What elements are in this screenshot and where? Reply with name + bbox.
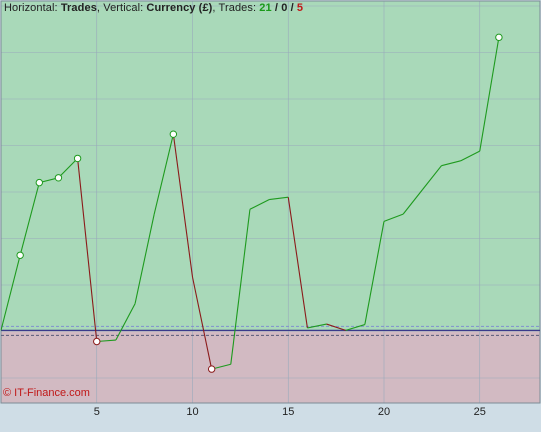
sep-1: / [274,2,279,14]
series-segment [19,182,40,256]
x-tick-label: 20 [377,406,391,418]
sep-2: / [290,2,294,14]
series-segment [460,150,480,162]
series-segment [402,189,423,215]
series-segment [345,324,366,331]
breakeven-count: 0 [281,2,288,14]
series-segment [287,197,308,329]
series-segment [441,160,461,167]
series-segment [191,276,213,370]
series-segment [307,323,327,329]
trades-label: Trades: [218,2,257,14]
trade-marker [495,33,503,42]
wins-count: 21 [259,2,272,14]
watermark: © IT-Finance.com [3,387,90,399]
vertical-value: Currency (£) [146,2,213,14]
series-segment [364,221,385,325]
series-segment [269,196,289,201]
series-segment [230,209,251,365]
x-tick-label: 10 [186,406,199,418]
trade-marker [93,337,101,346]
horizontal-label: Horizontal: [4,2,58,14]
losses-count: 5 [296,2,304,14]
series-segment [421,165,442,191]
series-segment [115,303,136,341]
x-tick-label: 25 [473,406,486,418]
loss-zone [1,330,540,403]
trade-marker [35,178,43,187]
series-segment [58,158,78,179]
trade-marker [16,251,24,259]
chart-header: Horizontal: Trades, Vertical: Currency (… [4,2,304,14]
grid-lines [0,0,541,404]
series-segment [172,134,194,278]
plot-border [0,0,541,404]
series-segment [0,255,21,331]
trade-marker [169,130,178,138]
zero-reference-lines [1,325,540,336]
trade-markers [16,33,503,373]
series-segment [77,158,98,342]
x-tick-label: 5 [93,406,100,418]
trade-marker [54,174,63,182]
series-segment [134,213,155,304]
series-segment [249,199,270,210]
x-tick-label: 15 [282,406,295,418]
horizontal-value: Trades [60,2,97,14]
vertical-label: Vertical: [103,2,144,14]
series-segment [326,323,346,331]
series-segment [153,134,174,215]
profit-zone [1,1,540,331]
series-segment [479,37,500,152]
series-segment [383,213,404,222]
trade-marker [207,365,216,373]
trade-marker [73,154,82,163]
